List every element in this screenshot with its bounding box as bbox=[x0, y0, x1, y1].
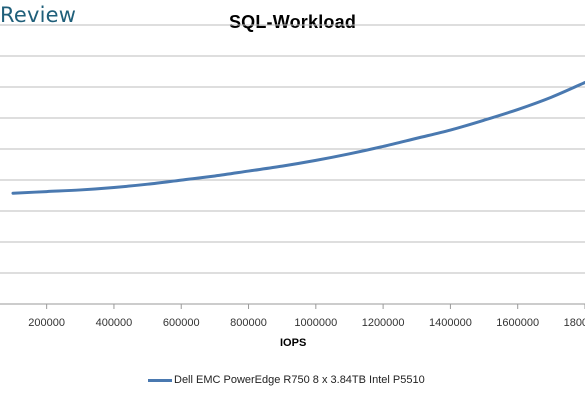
legend-swatch bbox=[148, 378, 172, 382]
legend-label: Dell EMC PowerEdge R750 8 x 3.84TB Intel… bbox=[174, 374, 425, 386]
brand-logo-fragment: Review bbox=[0, 3, 77, 27]
x-tick-label-4: 1000000 bbox=[294, 317, 337, 329]
x-tick-label-5: 1200000 bbox=[362, 317, 405, 329]
gridlines bbox=[0, 24, 585, 274]
x-tick-label-3: 800000 bbox=[230, 317, 267, 329]
x-tick-label-8: 1800000 bbox=[564, 317, 585, 329]
x-axis: 200000 400000 600000 800000 1000000 1200000 14… bbox=[0, 303, 585, 329]
series-line-0 bbox=[11, 80, 585, 195]
series-layer bbox=[11, 80, 585, 195]
x-tick-label-6: 1400000 bbox=[429, 317, 472, 329]
chart-title: SQL-Workload bbox=[228, 12, 357, 32]
x-tick-label-2: 600000 bbox=[163, 317, 200, 329]
x-tick-label-0: 200000 bbox=[28, 317, 65, 329]
x-tick-label-1: 400000 bbox=[96, 317, 133, 329]
x-axis-title: IOPS bbox=[280, 337, 307, 349]
x-tick-label-7: 1600000 bbox=[496, 317, 539, 329]
legend: Dell EMC PowerEdge R750 8 x 3.84TB Intel… bbox=[148, 374, 425, 386]
